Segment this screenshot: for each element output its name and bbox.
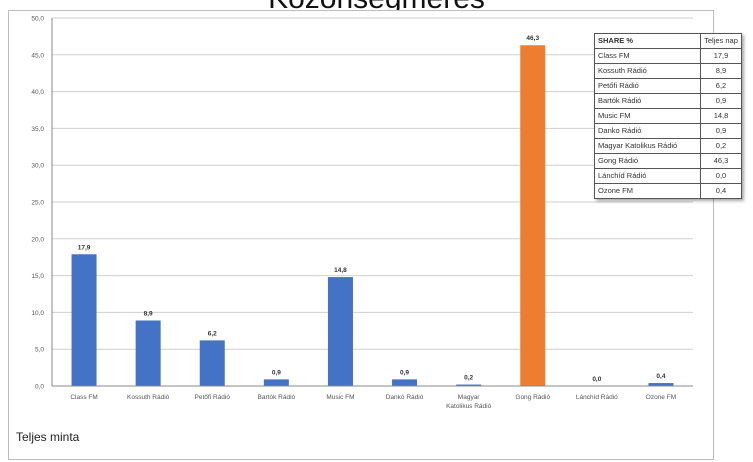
x-tick-label: Katolikus Rádió	[446, 403, 492, 410]
data-label: 14,8	[334, 267, 347, 274]
bar	[456, 384, 482, 386]
data-label: 46,3	[526, 35, 539, 42]
x-tick-label: Class FM	[70, 394, 97, 401]
share-table-title: SHARE %	[594, 33, 701, 49]
y-tick-label: 45,0	[31, 52, 44, 59]
x-tick-label: Lánchíd Rádió	[576, 394, 618, 401]
share-table-row: Music FM 14,8	[594, 108, 742, 124]
share-table-value: 0,9	[700, 93, 742, 109]
footnote: Teljes minta	[16, 430, 80, 444]
share-table-value: 14,8	[700, 108, 742, 124]
share-table-station: Kossuth Rádió	[594, 63, 701, 79]
share-table-value: 0,9	[700, 123, 742, 139]
share-table-row: Danko Rádió 0,9	[594, 123, 742, 139]
share-table-station: Class FM	[594, 48, 701, 64]
x-tick-label: Bartók Rádió	[258, 394, 296, 401]
data-label: 0,0	[592, 376, 601, 383]
share-table-row: Kossuth Rádió 8,9	[594, 63, 742, 79]
share-table-value: 0,2	[700, 138, 742, 154]
x-tick-label: Ozone FM	[646, 394, 676, 401]
data-label: 0,9	[400, 369, 409, 376]
share-table-row: Class FM 17,9	[594, 48, 742, 64]
y-tick-label: 40,0	[31, 89, 44, 96]
share-table-value: 17,9	[700, 48, 742, 64]
y-tick-label: 35,0	[31, 126, 44, 133]
share-table-station: Petőfi Rádió	[594, 78, 701, 94]
share-table-station: Music FM	[594, 108, 701, 124]
bar	[263, 379, 289, 386]
x-tick-label: Gong Rádió	[515, 394, 550, 401]
bar	[71, 254, 97, 386]
share-table-value: 0,4	[700, 183, 742, 199]
share-table-row: Petőfi Rádió 6,2	[594, 78, 742, 94]
bars	[71, 45, 674, 387]
bar	[199, 340, 225, 386]
share-table-row: Bartók Rádió 0,9	[594, 93, 742, 109]
bar	[520, 45, 546, 387]
data-label: 0,4	[656, 373, 665, 380]
data-label: 0,2	[464, 375, 473, 382]
data-label: 17,9	[78, 244, 91, 251]
share-table-station: Danko Rádió	[594, 123, 701, 139]
share-table-body: Class FM 17,9 Kossuth Rádió 8,9 Petőfi Rádió…	[594, 48, 742, 199]
axes	[51, 18, 693, 387]
labels: 0,0 5,0 10,0 15,0 20,0 25,0 30,0 35,0 40,0 45,0 50…	[31, 16, 676, 411]
y-tick-label: 10,0	[31, 310, 44, 317]
bar	[392, 379, 418, 386]
share-table-value: 0,0	[700, 168, 742, 184]
share-table-row: Ozone FM 0,4	[594, 183, 742, 199]
share-table-station: Lánchíd Rádió	[594, 168, 701, 184]
data-label: 0,9	[272, 369, 281, 376]
share-table-value: 8,9	[700, 63, 742, 79]
share-table-row: Magyar Katolikus Rádió 0,2	[594, 138, 742, 154]
y-tick-label: 5,0	[35, 347, 44, 354]
y-tick-label: 30,0	[31, 163, 44, 170]
share-table-value: 6,2	[700, 78, 742, 94]
share-table-row: Gong Rádió 46,3	[594, 153, 742, 169]
share-table-value-header: Teljes nap	[700, 33, 742, 49]
share-table-station: Gong Rádió	[594, 153, 701, 169]
y-tick-label: 20,0	[31, 236, 44, 243]
x-tick-label: Petőfi Rádió	[195, 394, 231, 401]
bar	[135, 320, 161, 386]
bar	[648, 383, 674, 386]
x-tick-label: Dankó Rádió	[386, 394, 424, 401]
share-table-station: Magyar Katolikus Rádió	[594, 138, 701, 154]
y-tick-label: 15,0	[31, 273, 44, 280]
share-table-station: Ozone FM	[594, 183, 701, 199]
x-tick-label: Magyar	[458, 394, 481, 401]
y-tick-label: 50,0	[31, 16, 44, 23]
share-table-value: 46,3	[700, 153, 742, 169]
data-label: 6,2	[208, 330, 217, 337]
share-table: SHARE % Teljes nap Class FM 17,9 Kossuth R…	[594, 33, 742, 199]
x-tick-label: Kossuth Rádió	[127, 394, 170, 401]
bar	[327, 277, 353, 386]
x-tick-label: Music FM	[326, 394, 354, 401]
y-tick-label: 25,0	[31, 200, 44, 207]
share-table-row: Lánchíd Rádió 0,0	[594, 168, 742, 184]
y-tick-label: 0,0	[35, 384, 44, 391]
share-table-header: SHARE % Teljes nap	[594, 33, 742, 49]
gridlines	[52, 17, 693, 387]
data-label: 8,9	[144, 310, 153, 317]
share-table-station: Bartók Rádió	[594, 93, 701, 109]
